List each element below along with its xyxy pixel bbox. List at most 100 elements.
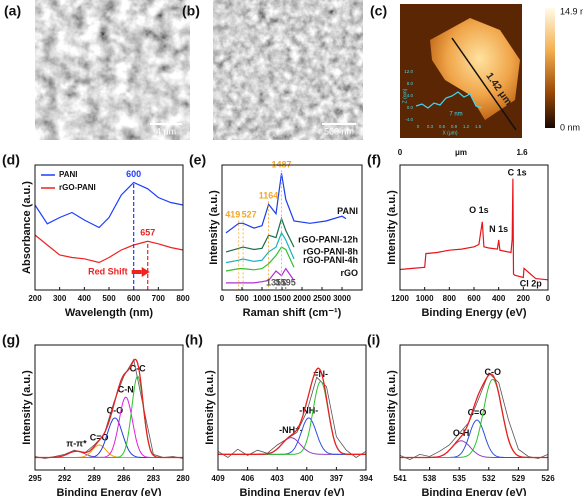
peak-label: O 1s	[469, 205, 489, 215]
panel-label: (i)	[367, 332, 380, 348]
inset-tick: 0	[417, 124, 420, 129]
x-axis-label: Wavelength (nm)	[65, 307, 154, 319]
y-axis-label: Intensity (a.u.)	[208, 190, 220, 265]
series-line	[34, 181, 184, 229]
plot-frame	[34, 164, 184, 291]
fit-envelope	[218, 367, 366, 456]
inset-x-label: X (μm)	[442, 130, 457, 136]
x-axis-label: Raman shift (cm⁻¹)	[243, 307, 342, 319]
axis-label: μm	[455, 148, 467, 157]
panel-label: (b)	[182, 3, 200, 19]
series-label: rGO	[340, 268, 358, 278]
afm-flake	[430, 18, 520, 120]
x-tick-label: 295	[28, 474, 42, 483]
fit-component	[35, 375, 183, 458]
series-line	[225, 231, 295, 264]
x-tick-label: 600	[467, 294, 481, 303]
panel-label: (g)	[2, 332, 20, 348]
x-axis-label: Binding Energy (eV)	[239, 487, 344, 496]
panel-label: (d)	[2, 152, 20, 168]
inset-tick: 0.6	[439, 124, 446, 129]
height-profile	[415, 91, 483, 109]
panel-label: (e)	[189, 152, 206, 168]
peak-position: 1164	[259, 191, 279, 201]
y-axis-label: Absorbance (a.u.)	[21, 181, 33, 274]
plot-frame	[217, 344, 367, 471]
scale-text: 4 μm	[156, 126, 176, 136]
peak-label: -NH-	[299, 405, 318, 415]
peak-label: C=O	[90, 432, 109, 442]
y-axis-label: Intensity (a.u.)	[21, 370, 33, 445]
x-tick-label: 394	[359, 474, 373, 483]
measured-spectrum	[34, 358, 184, 459]
colorbar-label: 0 nm	[560, 122, 580, 132]
x-tick-label: 400	[492, 294, 506, 303]
x-tick-label: 500	[235, 294, 249, 303]
series-label: rGO-PANI-12h	[298, 235, 358, 245]
marker-label: 657	[140, 228, 155, 238]
peak-label: C-C	[130, 364, 146, 374]
panel-label: (c)	[370, 3, 387, 19]
inset-tick: -4.0	[405, 117, 413, 122]
x-axis-label: Binding Energy (eV)	[56, 487, 161, 496]
peak-label: C 1s	[508, 167, 527, 177]
peak-position: 1351	[266, 277, 286, 287]
peak-label: C-N	[118, 384, 134, 394]
axis-label: 1.6	[516, 148, 528, 157]
x-tick-label: 538	[423, 474, 437, 483]
x-tick-label: 1000	[416, 294, 434, 303]
y-axis-label: Intensity (a.u.)	[386, 190, 398, 265]
fit-envelope	[35, 358, 183, 459]
x-axis-label: Binding Energy (eV)	[421, 307, 526, 319]
x-tick-label: 300	[53, 294, 67, 303]
x-tick-label: 397	[330, 474, 344, 483]
x-tick-label: 1200	[391, 294, 409, 303]
measured-spectrum	[217, 376, 367, 458]
peak-label: O-H	[453, 428, 470, 438]
inset-note: 7 nm	[449, 112, 462, 118]
series-line	[34, 234, 184, 264]
shift-label: Red Shift	[88, 266, 128, 276]
peak-label: Cl 2p	[520, 279, 543, 289]
x-axis-label: Binding Energy (eV)	[421, 487, 526, 496]
x-tick-label: 400	[78, 294, 92, 303]
inset-tick: 8.0	[407, 81, 414, 86]
measured-spectrum	[399, 372, 549, 461]
plot-frame	[399, 164, 549, 291]
series-line	[399, 178, 549, 281]
sem-image	[35, 0, 190, 140]
fit-envelope	[400, 373, 548, 459]
marker-label: 600	[126, 169, 141, 179]
peak-label: N 1s	[489, 224, 508, 234]
x-tick-label: 286	[117, 474, 131, 483]
x-tick-label: 2000	[293, 294, 311, 303]
peak-position: 1595	[276, 277, 296, 287]
x-tick-label: 526	[541, 474, 555, 483]
series-line	[225, 173, 347, 234]
inset-axes: 12.0 8.0 4.0 0.0 -4.0 0 0.3 0.6 0.9 1.2 …	[404, 69, 481, 129]
scale-text: 500 nm	[324, 126, 354, 136]
peak-label: C-O	[107, 405, 124, 415]
series-label: rGO-PANI-8h	[303, 246, 358, 256]
fit-component	[400, 378, 548, 458]
series-line	[225, 246, 295, 272]
x-tick-label: 535	[453, 474, 467, 483]
plot-frame	[221, 164, 363, 291]
series-line	[225, 216, 295, 253]
panel-label: (f)	[367, 152, 381, 168]
x-tick-label: 406	[241, 474, 255, 483]
axis-label: 0	[398, 148, 403, 157]
fit-component	[400, 419, 548, 458]
peak-label: C-O	[484, 367, 501, 377]
series-line	[226, 267, 295, 284]
series-label: PANI	[337, 206, 358, 216]
x-tick-label: 0	[546, 294, 551, 303]
x-tick-label: 400	[300, 474, 314, 483]
colorbar-label: 14.9 nm	[560, 6, 583, 16]
x-tick-label: 700	[152, 294, 166, 303]
inset-tick: 0.3	[427, 124, 434, 129]
x-tick-label: 532	[482, 474, 496, 483]
x-tick-label: 1500	[273, 294, 291, 303]
x-tick-label: 800	[443, 294, 457, 303]
x-tick-label: 280	[176, 474, 190, 483]
